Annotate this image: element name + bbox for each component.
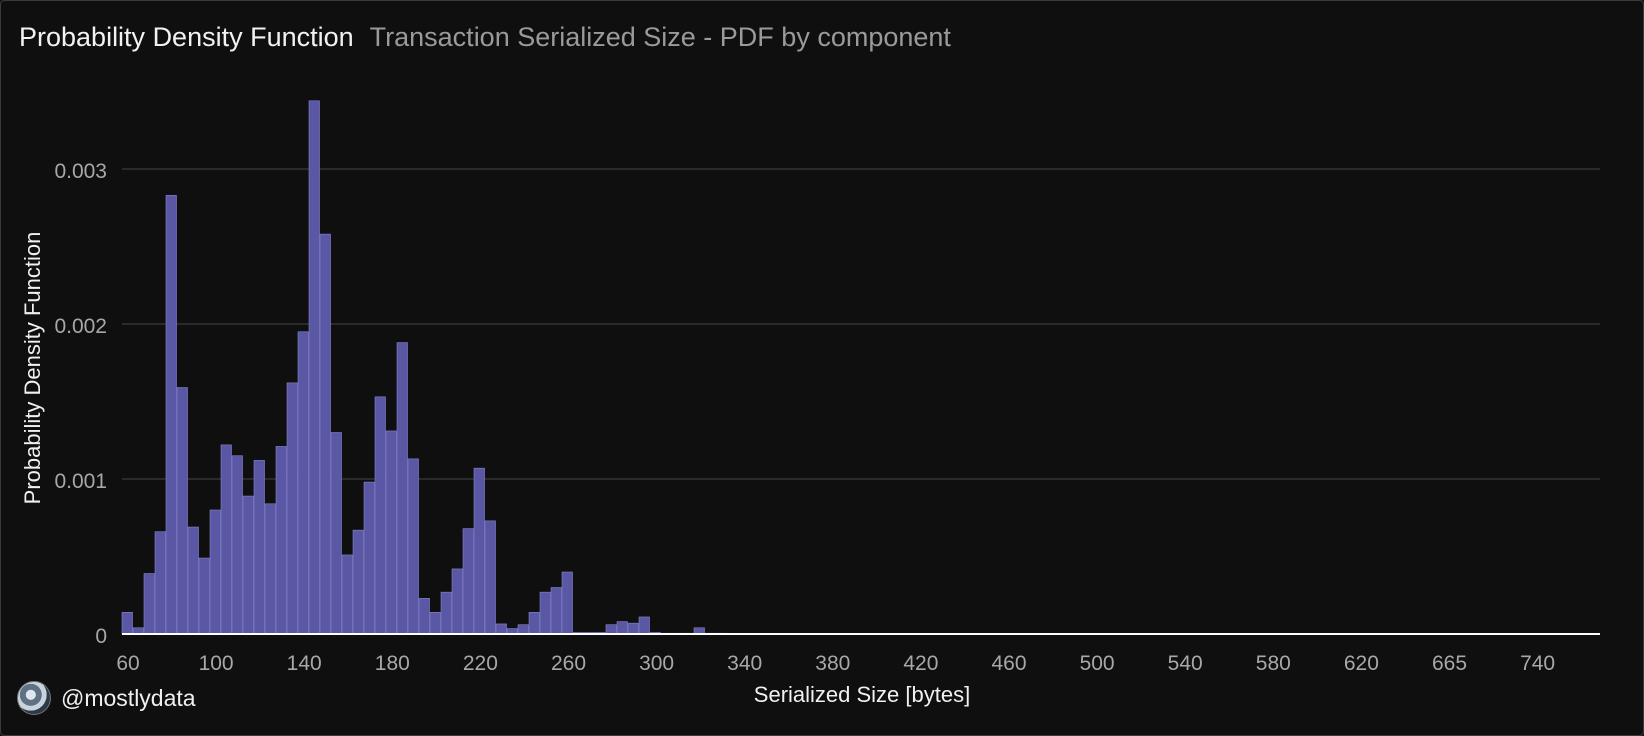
histogram-bar bbox=[407, 458, 419, 635]
histogram-bar bbox=[517, 624, 529, 635]
histogram-bar bbox=[231, 455, 243, 635]
histogram-bar bbox=[242, 495, 254, 635]
histogram-bar bbox=[616, 621, 628, 635]
histogram-bar bbox=[385, 430, 397, 635]
x-tick-label: 180 bbox=[375, 652, 410, 675]
x-tick-label: 300 bbox=[639, 652, 674, 675]
x-tick-label: 140 bbox=[287, 652, 322, 675]
histogram-bar bbox=[165, 195, 177, 635]
histogram-bar bbox=[462, 528, 474, 635]
histogram-bar bbox=[440, 591, 452, 635]
histogram-bar bbox=[143, 573, 155, 635]
histogram-bar bbox=[429, 611, 441, 635]
x-tick-label: 60 bbox=[116, 652, 139, 675]
chart-title: Probability Density Function bbox=[19, 22, 354, 52]
histogram-bar bbox=[451, 568, 463, 635]
histogram-bar bbox=[341, 554, 353, 635]
chart-subtitle: Transaction Serialized Size - PDF by com… bbox=[369, 22, 951, 52]
x-tick-label: 620 bbox=[1344, 652, 1379, 675]
histogram-bar bbox=[528, 611, 540, 635]
x-tick-label: 340 bbox=[727, 652, 762, 675]
histogram-bar bbox=[374, 396, 386, 635]
y-tick-label: 0 bbox=[95, 625, 107, 648]
x-tick-label: 540 bbox=[1168, 652, 1203, 675]
x-tick-label: 100 bbox=[199, 652, 234, 675]
x-axis-title: Serialized Size [bytes] bbox=[754, 682, 970, 707]
histogram-bar bbox=[352, 529, 364, 635]
x-tick-label: 460 bbox=[991, 652, 1026, 675]
histogram-bar bbox=[627, 622, 639, 635]
histogram-bar bbox=[539, 591, 551, 635]
x-tick-label: 665 bbox=[1432, 652, 1467, 675]
histogram-bar bbox=[473, 467, 485, 635]
x-tick-label: 260 bbox=[551, 652, 586, 675]
histogram-bar bbox=[308, 100, 320, 635]
x-tick-label: 380 bbox=[815, 652, 850, 675]
histogram-bar bbox=[319, 233, 331, 635]
histogram-bar bbox=[550, 587, 562, 635]
histogram-bar bbox=[330, 432, 342, 635]
histogram-bar bbox=[297, 331, 309, 635]
histogram-bar bbox=[418, 598, 430, 635]
histogram-bar bbox=[187, 526, 199, 635]
histogram-bar bbox=[220, 444, 232, 635]
x-tick-label: 500 bbox=[1080, 652, 1115, 675]
chart-header: Probability Density Function Transaction… bbox=[19, 22, 951, 53]
y-tick-label: 0.001 bbox=[54, 470, 107, 493]
histogram-bar bbox=[484, 520, 496, 635]
histogram-bar bbox=[209, 509, 221, 635]
y-tick-label: 0.003 bbox=[54, 160, 107, 183]
y-tick-label: 0.002 bbox=[54, 315, 107, 338]
histogram-bar bbox=[176, 387, 188, 635]
histogram-bar bbox=[638, 616, 650, 635]
profile-avatar-icon[interactable] bbox=[17, 681, 51, 715]
author-credit: @mostlydata bbox=[17, 681, 196, 715]
histogram-bar bbox=[253, 460, 265, 635]
histogram-bar bbox=[275, 446, 287, 635]
x-tick-label: 220 bbox=[463, 652, 498, 675]
x-tick-label: 580 bbox=[1256, 652, 1291, 675]
histogram-bar bbox=[396, 342, 408, 635]
histogram-bar bbox=[605, 624, 617, 635]
histogram-bar bbox=[121, 611, 133, 635]
histogram-bar bbox=[154, 531, 166, 635]
histogram-bar bbox=[264, 503, 276, 635]
histogram-bar bbox=[363, 481, 375, 635]
histogram-bar bbox=[286, 382, 298, 635]
x-tick-label: 740 bbox=[1520, 652, 1555, 675]
histogram-bar bbox=[495, 623, 507, 635]
histogram-bar bbox=[561, 571, 573, 635]
x-tick-label: 420 bbox=[903, 652, 938, 675]
histogram-bar bbox=[198, 557, 210, 635]
author-handle[interactable]: @mostlydata bbox=[61, 684, 196, 711]
y-axis-title: Probability Density Function bbox=[20, 232, 45, 505]
